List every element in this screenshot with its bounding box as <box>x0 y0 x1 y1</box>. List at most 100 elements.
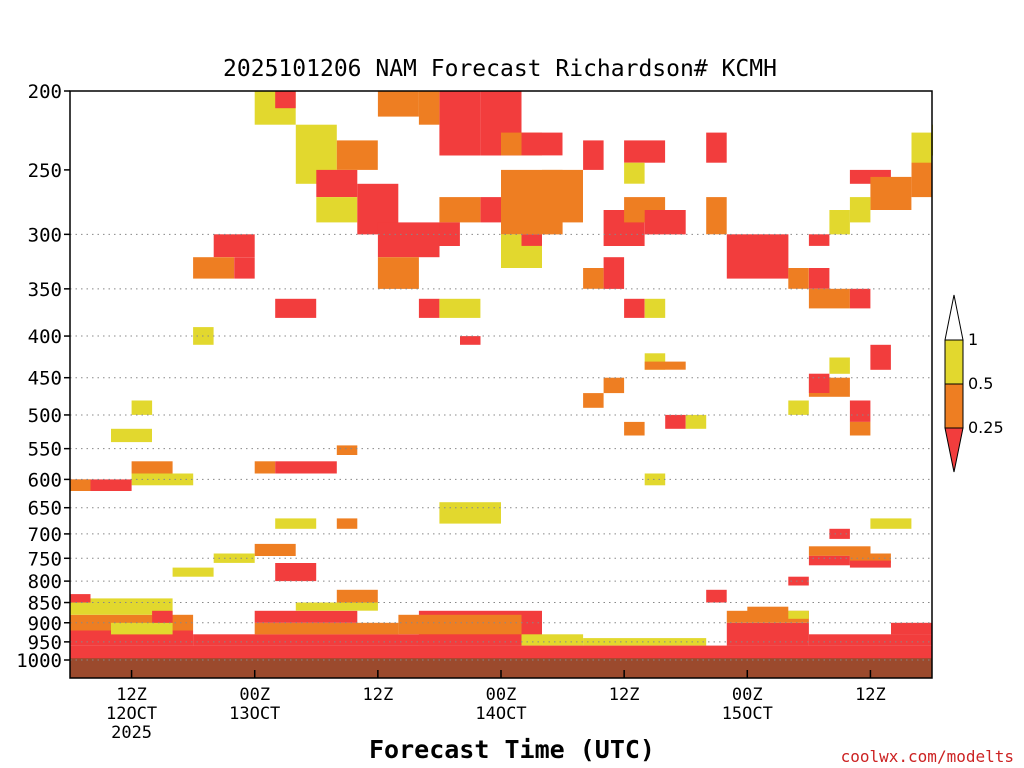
heatmap-cell <box>665 414 686 429</box>
legend-label: 1 <box>968 330 978 349</box>
heatmap-cell <box>131 473 194 486</box>
x-tick-label: 00Z <box>732 685 763 705</box>
heatmap-cell <box>706 589 727 603</box>
x-tick-label: 15OCT <box>722 704 773 724</box>
y-tick-label: 900 <box>28 613 62 635</box>
x-tick-label: 13OCT <box>229 704 280 724</box>
heatmap-cell <box>808 634 932 646</box>
x-tick-label: 12Z <box>609 685 640 705</box>
heatmap-cell <box>111 428 152 443</box>
heatmap-cell <box>788 576 809 586</box>
heatmap-cell <box>911 155 932 198</box>
heatmap-cell <box>193 257 235 279</box>
heatmap-cell <box>829 210 850 235</box>
y-tick-label: 500 <box>28 405 62 427</box>
y-tick-label: 950 <box>28 632 62 654</box>
heatmap-cell <box>849 421 871 436</box>
heatmap-cell <box>460 336 481 345</box>
heatmap-cell <box>418 298 440 318</box>
y-tick-label: 250 <box>28 160 62 182</box>
heatmap-cell <box>439 91 481 156</box>
y-tick-label: 550 <box>28 439 62 461</box>
y-tick-label: 450 <box>28 368 62 390</box>
y-axis-ticks: 200 250 300 350 400 450 500 550 600 650 7007508008… <box>16 81 70 672</box>
heatmap-cell <box>911 132 932 163</box>
x-tick-label: 12OCT <box>106 704 157 724</box>
heatmap-cells <box>70 91 933 678</box>
heatmap-cell <box>808 268 830 289</box>
heatmap-cell <box>70 645 932 660</box>
legend-label: 0.25 <box>968 418 1004 437</box>
heatmap-cell <box>808 288 850 309</box>
heatmap-cell <box>603 257 625 289</box>
heatmap-cell <box>152 610 173 623</box>
pressure-gridlines <box>70 233 932 661</box>
heatmap-cell <box>336 140 378 170</box>
heatmap-cell <box>521 634 584 646</box>
heatmap-cell <box>644 210 686 235</box>
heatmap-cell <box>295 602 378 611</box>
heatmap-cell <box>275 518 317 529</box>
y-tick-label: 300 <box>28 224 62 246</box>
heatmap-cell <box>213 553 255 563</box>
heatmap-cell <box>377 257 419 289</box>
heatmap-cell <box>336 518 358 529</box>
y-tick-label: 1000 <box>16 650 62 672</box>
heatmap-cell <box>829 357 850 374</box>
legend-bin-above-1 <box>944 294 964 341</box>
heatmap-cell <box>234 257 255 279</box>
heatmap-cell <box>439 197 481 223</box>
heatmap-cell <box>480 197 501 223</box>
heatmap-cell <box>644 298 666 318</box>
heatmap-cell <box>254 543 296 556</box>
x-tick-label: 14OCT <box>475 704 526 724</box>
heatmap-cell <box>624 421 645 436</box>
x-tick-label: 2025 <box>111 723 152 743</box>
y-tick-label: 750 <box>28 548 62 570</box>
heatmap-cell <box>213 234 255 258</box>
x-tick-label: 00Z <box>486 685 517 705</box>
heatmap-cell <box>603 377 625 394</box>
heatmap-cell <box>583 140 604 170</box>
y-tick-label: 350 <box>28 279 62 301</box>
y-tick-label: 600 <box>28 469 62 491</box>
heatmap-cell <box>788 610 809 619</box>
heatmap-cell <box>172 567 214 577</box>
heatmap-cell <box>316 169 358 198</box>
heatmap-cell <box>193 634 481 646</box>
heatmap-cell <box>808 234 830 246</box>
heatmap-cell <box>706 132 727 163</box>
heatmap-cell <box>70 594 91 603</box>
heatmap-cell <box>808 546 871 556</box>
heatmap-cell <box>254 461 276 474</box>
heatmap-cell <box>398 614 522 635</box>
heatmap-cell <box>624 162 645 184</box>
heatmap-cell <box>275 461 337 474</box>
legend-bin-below-0-25 <box>944 427 964 473</box>
y-tick-label: 650 <box>28 498 62 520</box>
legend-label: 0.5 <box>968 374 993 393</box>
heatmap-cell <box>131 400 153 415</box>
heatmap-cell <box>254 610 358 623</box>
heatmap-cell <box>849 197 871 223</box>
heatmap-cell <box>849 400 871 422</box>
heatmap-cell <box>316 197 358 223</box>
surface-band <box>70 658 932 678</box>
x-axis-label: Forecast Time (UTC) <box>369 735 655 764</box>
heatmap-cell <box>521 132 563 156</box>
heatmap-cell <box>644 361 686 370</box>
y-tick-label: 400 <box>28 326 62 348</box>
heatmap-cell <box>583 268 604 289</box>
heatmap-cell <box>808 373 830 393</box>
y-tick-label: 700 <box>28 524 62 546</box>
colorbar-legend: 1 0.5 0.25 <box>944 294 1004 473</box>
heatmap-cell <box>685 414 707 429</box>
heatmap-cell <box>829 528 850 539</box>
heatmap-cell <box>870 344 891 370</box>
heatmap-cell <box>275 298 317 318</box>
legend-bin-0-5-to-1 <box>944 339 964 385</box>
y-tick-label: 800 <box>28 571 62 593</box>
heatmap-cell <box>849 553 891 563</box>
heatmap-cell <box>70 479 132 491</box>
